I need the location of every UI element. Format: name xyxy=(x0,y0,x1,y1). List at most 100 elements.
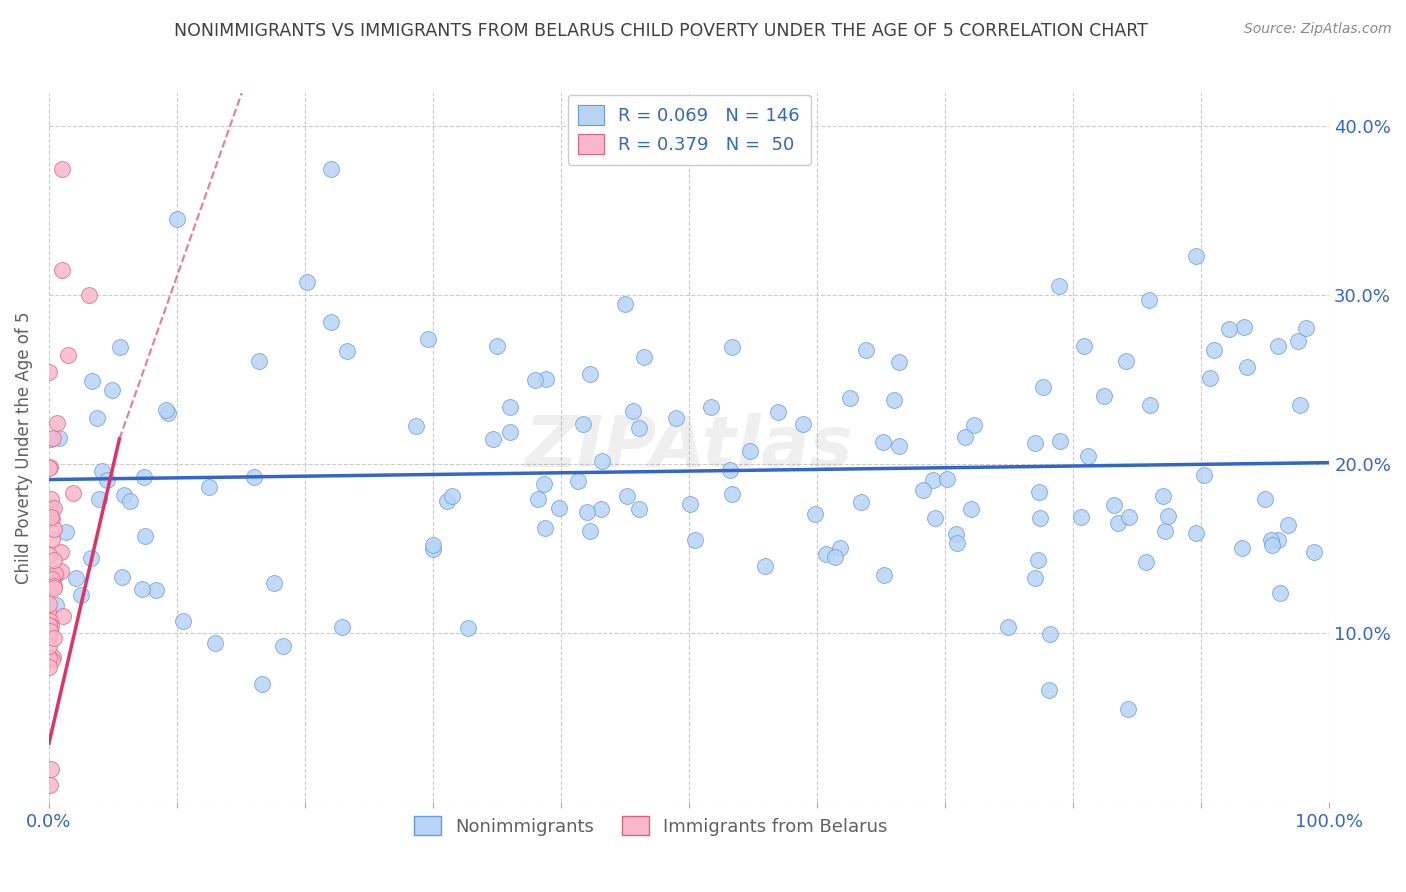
Point xyxy=(1289,398,1312,412)
Point xyxy=(38,617,60,632)
Point xyxy=(1218,322,1240,336)
Point xyxy=(39,625,62,640)
Point xyxy=(111,570,134,584)
Point xyxy=(1286,334,1309,348)
Point xyxy=(935,472,957,486)
Point xyxy=(38,630,60,644)
Point xyxy=(887,355,910,369)
Point xyxy=(44,566,66,581)
Point xyxy=(591,453,613,467)
Point xyxy=(1302,545,1324,559)
Point xyxy=(416,332,439,346)
Point xyxy=(156,406,179,420)
Point xyxy=(527,492,550,507)
Point xyxy=(883,392,905,407)
Point xyxy=(436,494,458,508)
Point xyxy=(38,461,60,475)
Point xyxy=(39,492,62,507)
Point xyxy=(457,621,479,635)
Point xyxy=(96,473,118,487)
Point xyxy=(579,524,602,539)
Point xyxy=(38,365,60,379)
Point xyxy=(1236,359,1258,374)
Point xyxy=(1077,449,1099,463)
Point xyxy=(38,500,60,515)
Point xyxy=(814,547,837,561)
Point xyxy=(665,411,688,425)
Point xyxy=(1039,627,1062,641)
Point xyxy=(1230,541,1253,555)
Point xyxy=(38,778,60,792)
Point xyxy=(295,275,318,289)
Point xyxy=(828,541,851,556)
Point xyxy=(621,404,644,418)
Point xyxy=(1028,552,1050,566)
Point xyxy=(1115,353,1137,368)
Point xyxy=(1135,555,1157,569)
Point xyxy=(700,400,723,414)
Point xyxy=(70,588,93,602)
Point xyxy=(39,619,62,633)
Point xyxy=(1024,571,1046,585)
Point xyxy=(754,559,776,574)
Point xyxy=(945,527,967,541)
Point xyxy=(738,444,761,458)
Point xyxy=(1118,510,1140,524)
Point xyxy=(166,212,188,227)
Point xyxy=(1152,489,1174,503)
Point xyxy=(1104,498,1126,512)
Point xyxy=(1267,533,1289,547)
Point xyxy=(953,430,976,444)
Point xyxy=(1157,508,1180,523)
Point xyxy=(499,400,522,414)
Point xyxy=(101,383,124,397)
Point xyxy=(321,315,343,329)
Point xyxy=(38,512,60,526)
Point xyxy=(108,340,131,354)
Point xyxy=(86,410,108,425)
Point xyxy=(578,367,600,381)
Point xyxy=(48,431,70,445)
Point xyxy=(963,418,986,433)
Point xyxy=(39,615,62,629)
Point xyxy=(336,344,359,359)
Point xyxy=(486,339,509,353)
Point xyxy=(627,501,650,516)
Point xyxy=(1185,249,1208,263)
Point xyxy=(42,553,65,567)
Point xyxy=(1267,339,1289,353)
Point xyxy=(319,161,342,176)
Point xyxy=(118,493,141,508)
Point xyxy=(38,607,60,621)
Point xyxy=(721,340,744,354)
Point xyxy=(1260,533,1282,548)
Point xyxy=(155,402,177,417)
Point xyxy=(39,510,62,524)
Point xyxy=(38,506,60,520)
Point xyxy=(851,495,873,509)
Point xyxy=(1254,491,1277,506)
Point xyxy=(41,501,63,516)
Point xyxy=(172,615,194,629)
Point xyxy=(683,533,706,547)
Text: Source: ZipAtlas.com: Source: ZipAtlas.com xyxy=(1244,22,1392,37)
Point xyxy=(42,522,65,536)
Point xyxy=(247,354,270,368)
Point xyxy=(1137,293,1160,308)
Point xyxy=(134,529,156,543)
Point xyxy=(52,609,75,624)
Point xyxy=(575,505,598,519)
Point xyxy=(1024,435,1046,450)
Point xyxy=(38,597,60,611)
Point xyxy=(51,161,73,176)
Point xyxy=(1270,586,1292,600)
Point xyxy=(51,263,73,277)
Point xyxy=(547,500,569,515)
Point xyxy=(51,545,73,559)
Point xyxy=(41,532,63,546)
Point xyxy=(42,501,65,516)
Point xyxy=(45,598,67,612)
Legend: Nonimmigrants, Immigrants from Belarus: Nonimmigrants, Immigrants from Belarus xyxy=(406,808,894,843)
Point xyxy=(42,431,65,445)
Point xyxy=(1192,467,1215,482)
